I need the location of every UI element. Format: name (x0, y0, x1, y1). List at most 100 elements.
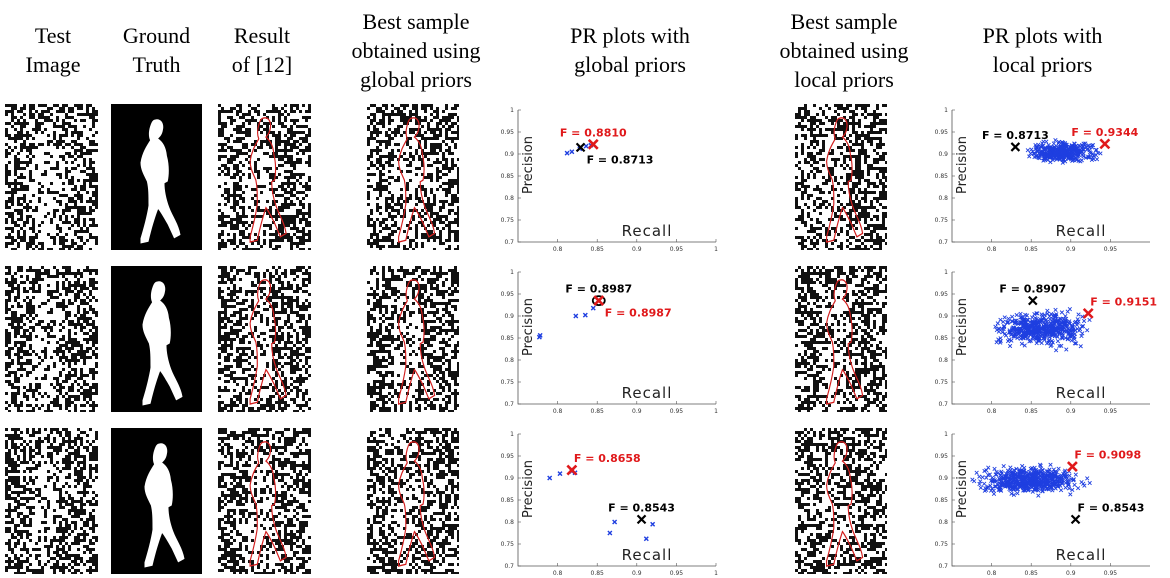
header-best-sample-global: Best sample obtained using global priors (351, 8, 481, 92)
sample-point (1046, 142, 1051, 148)
sample-point (1070, 149, 1075, 154)
sample-point (1042, 331, 1047, 336)
sample-point (1030, 315, 1035, 320)
sample-point (1079, 324, 1084, 329)
sample-point (1087, 317, 1092, 323)
x-axis-label: Recall (1056, 222, 1107, 240)
sample-point (1027, 319, 1033, 325)
sample-point (1024, 326, 1030, 331)
sample-point (985, 472, 991, 478)
sample-point (557, 471, 563, 477)
sample-point (1050, 480, 1055, 486)
sample-point (1075, 486, 1081, 491)
y-axis-label: Precision (955, 460, 970, 518)
best-sample-local-row-2 (795, 266, 887, 412)
x-tick-label: 0.95 (670, 246, 684, 253)
sample-point (998, 340, 1003, 345)
y-tick-label: 0.7 (938, 563, 948, 570)
sample-point (1041, 324, 1046, 329)
sample-point (1087, 154, 1092, 160)
sample-point (1075, 317, 1080, 322)
sample-point (1012, 328, 1017, 333)
header-pr-plots-global: PR plots with global priors (570, 23, 690, 77)
sample-point (643, 536, 649, 542)
sample-point (1005, 468, 1011, 473)
sample-point (1067, 473, 1072, 478)
sample-point (1036, 493, 1041, 498)
sample-point (1078, 344, 1083, 349)
sample-point (1030, 328, 1035, 334)
sample-point (1039, 312, 1044, 317)
sample-point (1062, 472, 1068, 477)
sample-point (1056, 466, 1061, 471)
sample-point (1056, 145, 1061, 150)
sample-points (970, 462, 1092, 498)
f-score-label-black: F = 0.8543 (1078, 501, 1145, 514)
sample-point (1006, 475, 1011, 480)
sample-point (1054, 484, 1060, 489)
sample-point (997, 476, 1002, 481)
x-tick-label: 0.85 (591, 408, 605, 415)
y-axis-label: Precision (521, 136, 536, 194)
sample-point (1020, 475, 1025, 480)
sample-point (1050, 319, 1055, 324)
x-tick-label: 0.95 (670, 408, 684, 415)
sample-point (1059, 310, 1065, 315)
sample-point (1037, 336, 1042, 341)
sample-points (993, 306, 1092, 353)
sample-point (1073, 472, 1078, 477)
sample-point (1002, 315, 1007, 320)
best-f-marker-red (1099, 138, 1111, 150)
sample-point (1001, 480, 1006, 485)
sample-point (1053, 348, 1059, 353)
sample-point (1083, 155, 1089, 160)
sample-point (1046, 338, 1052, 343)
f-score-label-red: F = 0.9344 (1071, 126, 1138, 139)
sample-point (1062, 321, 1068, 326)
pr-plot-global-row-3: 0.7 0.75 0.8 0.85 0.9 0.95 1 0.8 0.85 0.9 0.95 1 Rec… (488, 428, 728, 578)
y-tick-label: 0.85 (501, 335, 515, 342)
pr-plot-local-row-1: 0.7 0.75 0.8 0.85 0.9 0.95 1 0.8 0.85 0.9 0.95 Reca… (922, 104, 1162, 254)
y-tick-label: 0.95 (935, 453, 949, 460)
sample-point (1072, 320, 1077, 326)
sample-point (1060, 333, 1066, 338)
sample-point (1079, 333, 1084, 339)
sample-point (1022, 331, 1027, 336)
y-tick-label: 0.85 (501, 497, 515, 504)
sample-point (1035, 325, 1040, 330)
sample-point (1028, 466, 1033, 471)
x-axis-label: Recall (622, 546, 673, 564)
x-tick-label: 0.9 (1066, 570, 1076, 577)
x-axis-label: Recall (1056, 384, 1107, 402)
sample-point (1049, 475, 1054, 480)
sample-point (990, 479, 995, 484)
sample-point (1074, 156, 1079, 161)
sample-point (1043, 476, 1048, 482)
segmentation-contour (249, 117, 287, 243)
x-tick-label: 0.8 (553, 408, 563, 415)
sample-point (1053, 486, 1058, 491)
sample-point (1026, 481, 1031, 486)
best-f-marker-red (587, 138, 599, 150)
sample-point (1068, 492, 1073, 497)
y-tick-label: 1 (510, 269, 514, 276)
sample-point (1055, 474, 1060, 479)
best-f-marker-black (1070, 514, 1081, 525)
sample-point (1036, 488, 1041, 493)
sample-point (1070, 487, 1075, 493)
best-f-marker-red (1082, 307, 1094, 319)
f-score-label-black: F = 0.8713 (587, 153, 654, 166)
result-12-row-2 (218, 266, 311, 412)
segmentation-contour (398, 441, 436, 567)
sample-point (1048, 485, 1053, 490)
sample-point (1072, 482, 1077, 488)
sample-point (1070, 157, 1076, 163)
sample-point (998, 336, 1003, 341)
sample-point (1083, 141, 1088, 146)
sample-point (1069, 338, 1074, 343)
sample-point (1017, 471, 1022, 477)
sample-point (1021, 479, 1026, 484)
y-tick-label: 0.75 (935, 379, 949, 386)
sample-point (1040, 141, 1045, 146)
sample-point (1022, 343, 1027, 348)
